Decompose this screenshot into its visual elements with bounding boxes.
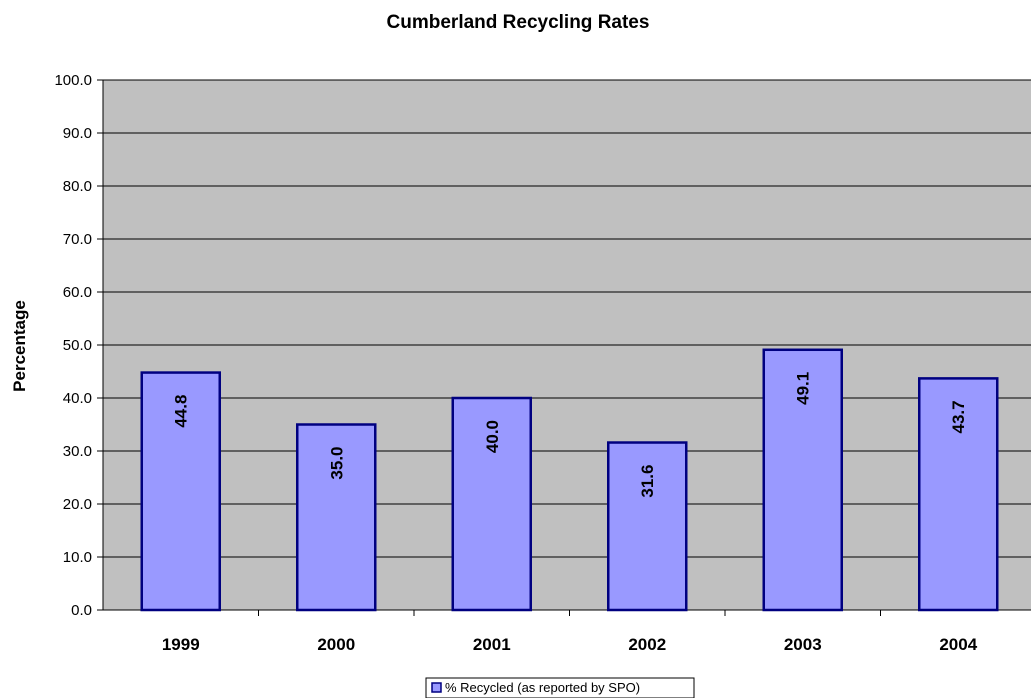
- data-label-2002: 31.6: [638, 465, 657, 498]
- y-tick-label: 30.0: [63, 443, 92, 460]
- legend-box: [425, 677, 695, 698]
- bar-2004: [918, 377, 999, 612]
- data-label-2000: 35.0: [327, 447, 346, 480]
- y-tick-label: 50.0: [63, 337, 92, 354]
- y-tick-label: 80.0: [63, 178, 92, 195]
- legend: % Recycled (as reported by SPO): [425, 677, 695, 698]
- data-label-1999: 44.8: [172, 395, 191, 428]
- data-labels: 44.8 35.0 40.0 31.6 49.1 43.7: [172, 372, 969, 498]
- y-axis-ticks: 0.0 10.0 20.0 30.0 40.0 50.0 60.0 70.0 80.0 90.0 1…: [54, 72, 103, 619]
- y-tick-label: 20.0: [63, 496, 92, 513]
- data-label-2001: 40.0: [483, 420, 502, 453]
- y-tick-label: 70.0: [63, 231, 92, 248]
- legend-swatch: [431, 682, 442, 693]
- bar-2003: [762, 348, 843, 612]
- x-tick-label: 2004: [939, 635, 977, 654]
- y-axis-label: Percentage: [10, 300, 29, 392]
- bar-2002: [607, 441, 688, 612]
- y-tick-label: 0.0: [71, 602, 92, 619]
- x-axis-ticks: 1999 2000 2001 2002 2003 2004: [162, 610, 978, 654]
- y-tick-label: 90.0: [63, 125, 92, 142]
- data-label-2004: 43.7: [949, 400, 968, 433]
- x-tick-label: 1999: [162, 635, 200, 654]
- y-tick-label: 40.0: [63, 390, 92, 407]
- x-tick-label: 2003: [784, 635, 822, 654]
- data-label-2003: 49.1: [794, 372, 813, 405]
- legend-label: % Recycled (as reported by SPO): [445, 680, 640, 695]
- bars: [140, 348, 999, 612]
- y-tick-label: 10.0: [63, 549, 92, 566]
- bar-2001: [451, 396, 532, 612]
- y-tick-label: 100.0: [54, 72, 92, 89]
- x-tick-label: 2002: [628, 635, 666, 654]
- y-tick-label: 60.0: [63, 284, 92, 301]
- chart-title: Cumberland Recycling Rates: [387, 12, 650, 33]
- x-tick-label: 2001: [473, 635, 511, 654]
- bar-2000: [296, 423, 377, 612]
- bar-1999: [140, 371, 221, 612]
- x-tick-label: 2000: [317, 635, 355, 654]
